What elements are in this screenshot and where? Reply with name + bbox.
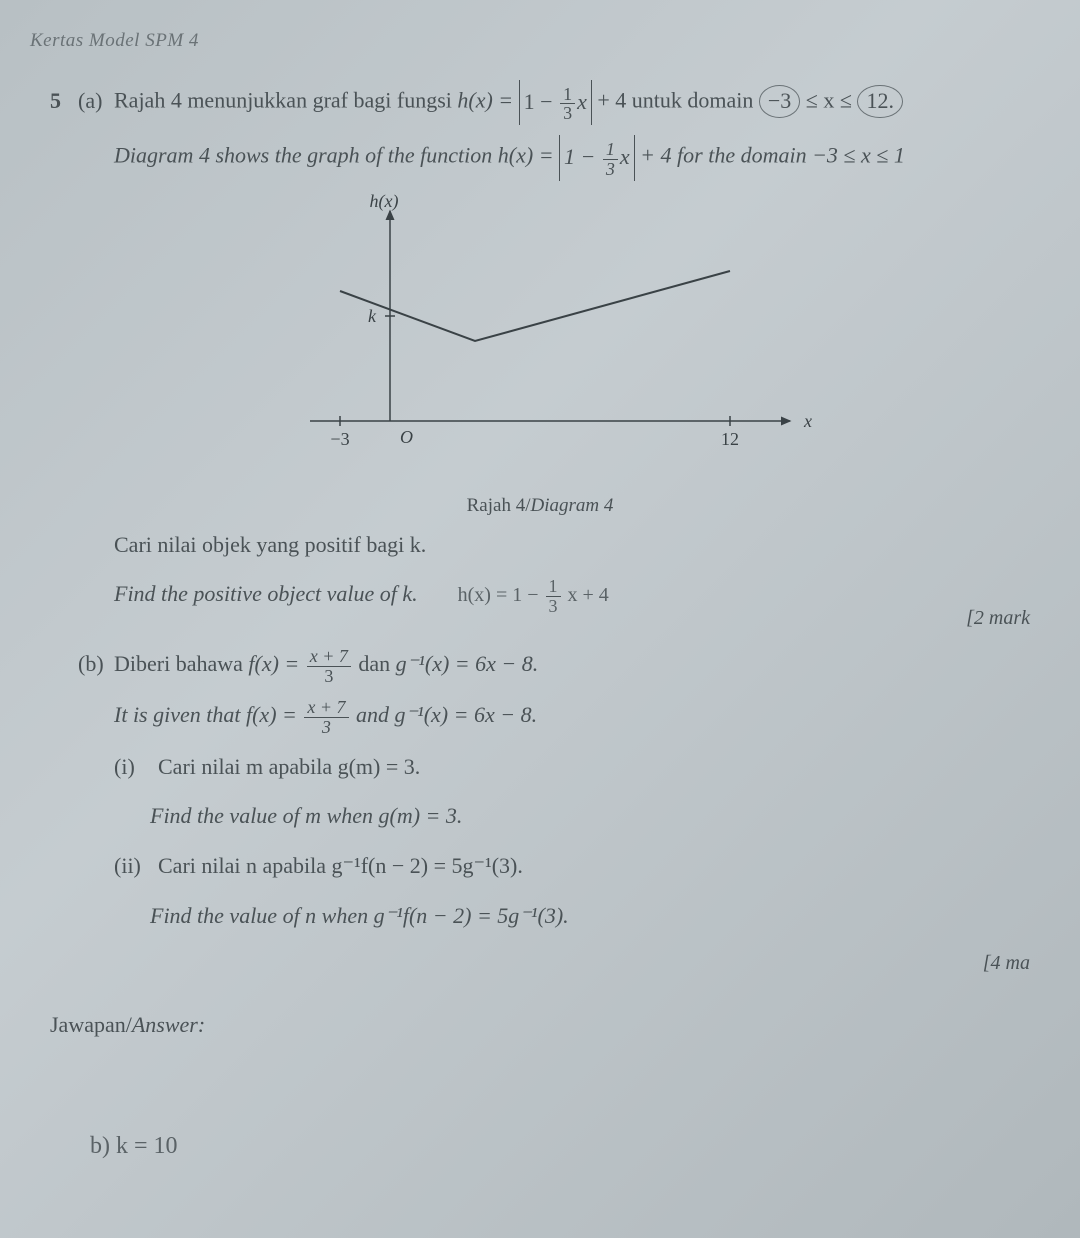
domain-op: ≤ x ≤ — [806, 88, 858, 113]
page-header: Kertas Model SPM 4 — [30, 30, 1030, 52]
frac-den-en: 3 — [603, 160, 618, 179]
q-number: 5 — [50, 81, 78, 121]
svg-text:x: x — [803, 411, 812, 431]
q5b-bm-pre: Diberi bahawa — [114, 651, 248, 676]
q5a-bm: 5 (a) Rajah 4 menunjukkan graf bagi fung… — [50, 80, 1030, 125]
abs-x-en: x — [620, 144, 630, 169]
q5a-task-en: Find the positive object value of k. — [114, 574, 418, 614]
f-frac-d-en: 3 — [304, 718, 348, 737]
g-eq: g⁻¹(x) = 6x − 8. — [396, 651, 539, 676]
q5a-bm-post: untuk domain — [632, 88, 759, 113]
caption-en: Diagram 4 — [530, 495, 613, 516]
circled-neg3: −3 — [759, 85, 800, 118]
f-lhs-en: f(x) = — [246, 702, 302, 727]
svg-text:12: 12 — [721, 429, 739, 449]
q5b-bm: (b) Diberi bahawa f(x) = x + 73 dan g⁻¹(… — [50, 644, 1030, 685]
hand-frac-d: 3 — [546, 597, 561, 616]
hand-frac: 13 — [546, 577, 561, 616]
q5b-i-bm: (i) Cari nilai m apabila g(m) = 3. — [114, 747, 1030, 787]
frac-num-en: 1 — [603, 140, 618, 160]
handwriting-hx: h(x) = 1 − 13 x + 4 — [458, 577, 609, 616]
plus-4-en: + 4 — [640, 143, 671, 168]
q5a-en: Diagram 4 shows the graph of the functio… — [114, 135, 1030, 180]
hand-eq-1: h(x) = 1 − — [458, 584, 544, 606]
diagram-4: h(x) x O −3 12 k Rajah 4/Diagram 4 — [230, 191, 850, 517]
q5b-en-pre: It is given that — [114, 702, 246, 727]
plus-4: + 4 — [597, 88, 626, 113]
marks-4-row: [4 ma — [50, 945, 1030, 975]
f-lhs: f(x) = — [248, 651, 304, 676]
sub-ii-label: (ii) — [114, 846, 158, 886]
circled-12: 12. — [857, 85, 903, 118]
frac-1-3: 13 — [560, 85, 575, 124]
answer-label: Jawapan/Answer: — [50, 1005, 1030, 1045]
marks-4: [4 ma — [983, 945, 1030, 981]
g-eq-en: g⁻¹(x) = 6x − 8. — [395, 702, 538, 727]
question-5: 5 (a) Rajah 4 menunjukkan graf bagi fung… — [50, 80, 1030, 1168]
answer-en: Answer: — [132, 1012, 205, 1037]
jawapan: Jawapan/ — [50, 1012, 132, 1037]
graph-svg: h(x) x O −3 12 k — [230, 191, 850, 491]
q5a-task-en-row: Find the positive object value of k. h(x… — [114, 574, 1030, 616]
svg-text:−3: −3 — [330, 429, 349, 449]
part-a-label: (a) — [78, 81, 114, 121]
frac-x7-3: x + 73 — [307, 647, 351, 686]
q5b-i-en: Find the value of m when g(m) = 3. — [150, 796, 1030, 836]
frac-1-3-en: 13 — [603, 140, 618, 179]
q5b-i-bm-text: Cari nilai m apabila g(m) = 3. — [158, 747, 420, 787]
hand-frac-n: 1 — [546, 577, 561, 597]
q5a-en-pre: Diagram 4 shows the graph of the functio… — [114, 143, 498, 168]
svg-text:k: k — [368, 306, 377, 326]
abs-one-minus-en: 1 − — [564, 144, 601, 169]
f-frac-n: x + 7 — [307, 647, 351, 667]
q5b-ii-bm-text: Cari nilai n apabila g⁻¹f(n − 2) = 5g⁻¹(… — [158, 846, 523, 886]
frac-x7-3-en: x + 73 — [304, 698, 348, 737]
abs-expr: 1 − 13x — [519, 80, 592, 125]
part-b-label: (b) — [78, 644, 114, 684]
q5b-en: It is given that f(x) = x + 73 and g⁻¹(x… — [114, 695, 1030, 736]
q5b-ii-bm: (ii) Cari nilai n apabila g⁻¹f(n − 2) = … — [114, 846, 1030, 886]
svg-text:O: O — [400, 427, 413, 447]
frac-num: 1 — [560, 85, 575, 105]
sub-i-label: (i) — [114, 747, 158, 787]
abs-one-minus: 1 − — [524, 89, 558, 114]
and-bm: dan — [358, 651, 395, 676]
hand-eq-2: x + 4 — [563, 584, 609, 606]
abs-expr-en: 1 − 13x — [559, 135, 635, 180]
frac-den: 3 — [560, 104, 575, 123]
diagram-caption: Rajah 4/Diagram 4 — [230, 495, 850, 517]
q5a-en-post: for the domain −3 ≤ x ≤ 1 — [677, 143, 905, 168]
caption-bm: Rajah 4/ — [467, 495, 531, 516]
f-frac-n-en: x + 7 — [304, 698, 348, 718]
f-frac-d: 3 — [307, 667, 351, 686]
handwriting-answer: b) k = 10 — [90, 1125, 1030, 1168]
func-lhs: h(x) = — [457, 88, 518, 113]
q5b-ii-en: Find the value of n when g⁻¹f(n − 2) = 5… — [150, 896, 1030, 936]
svg-text:h(x): h(x) — [370, 191, 399, 212]
and-en: and — [356, 702, 395, 727]
q5a-task-bm: Cari nilai objek yang positif bagi k. — [114, 525, 1030, 565]
marks-2: [2 mark — [966, 600, 1030, 636]
func-lhs-en: h(x) = — [498, 143, 559, 168]
q5a-bm-pre: Rajah 4 menunjukkan graf bagi fungsi — [114, 88, 457, 113]
abs-x: x — [577, 89, 587, 114]
